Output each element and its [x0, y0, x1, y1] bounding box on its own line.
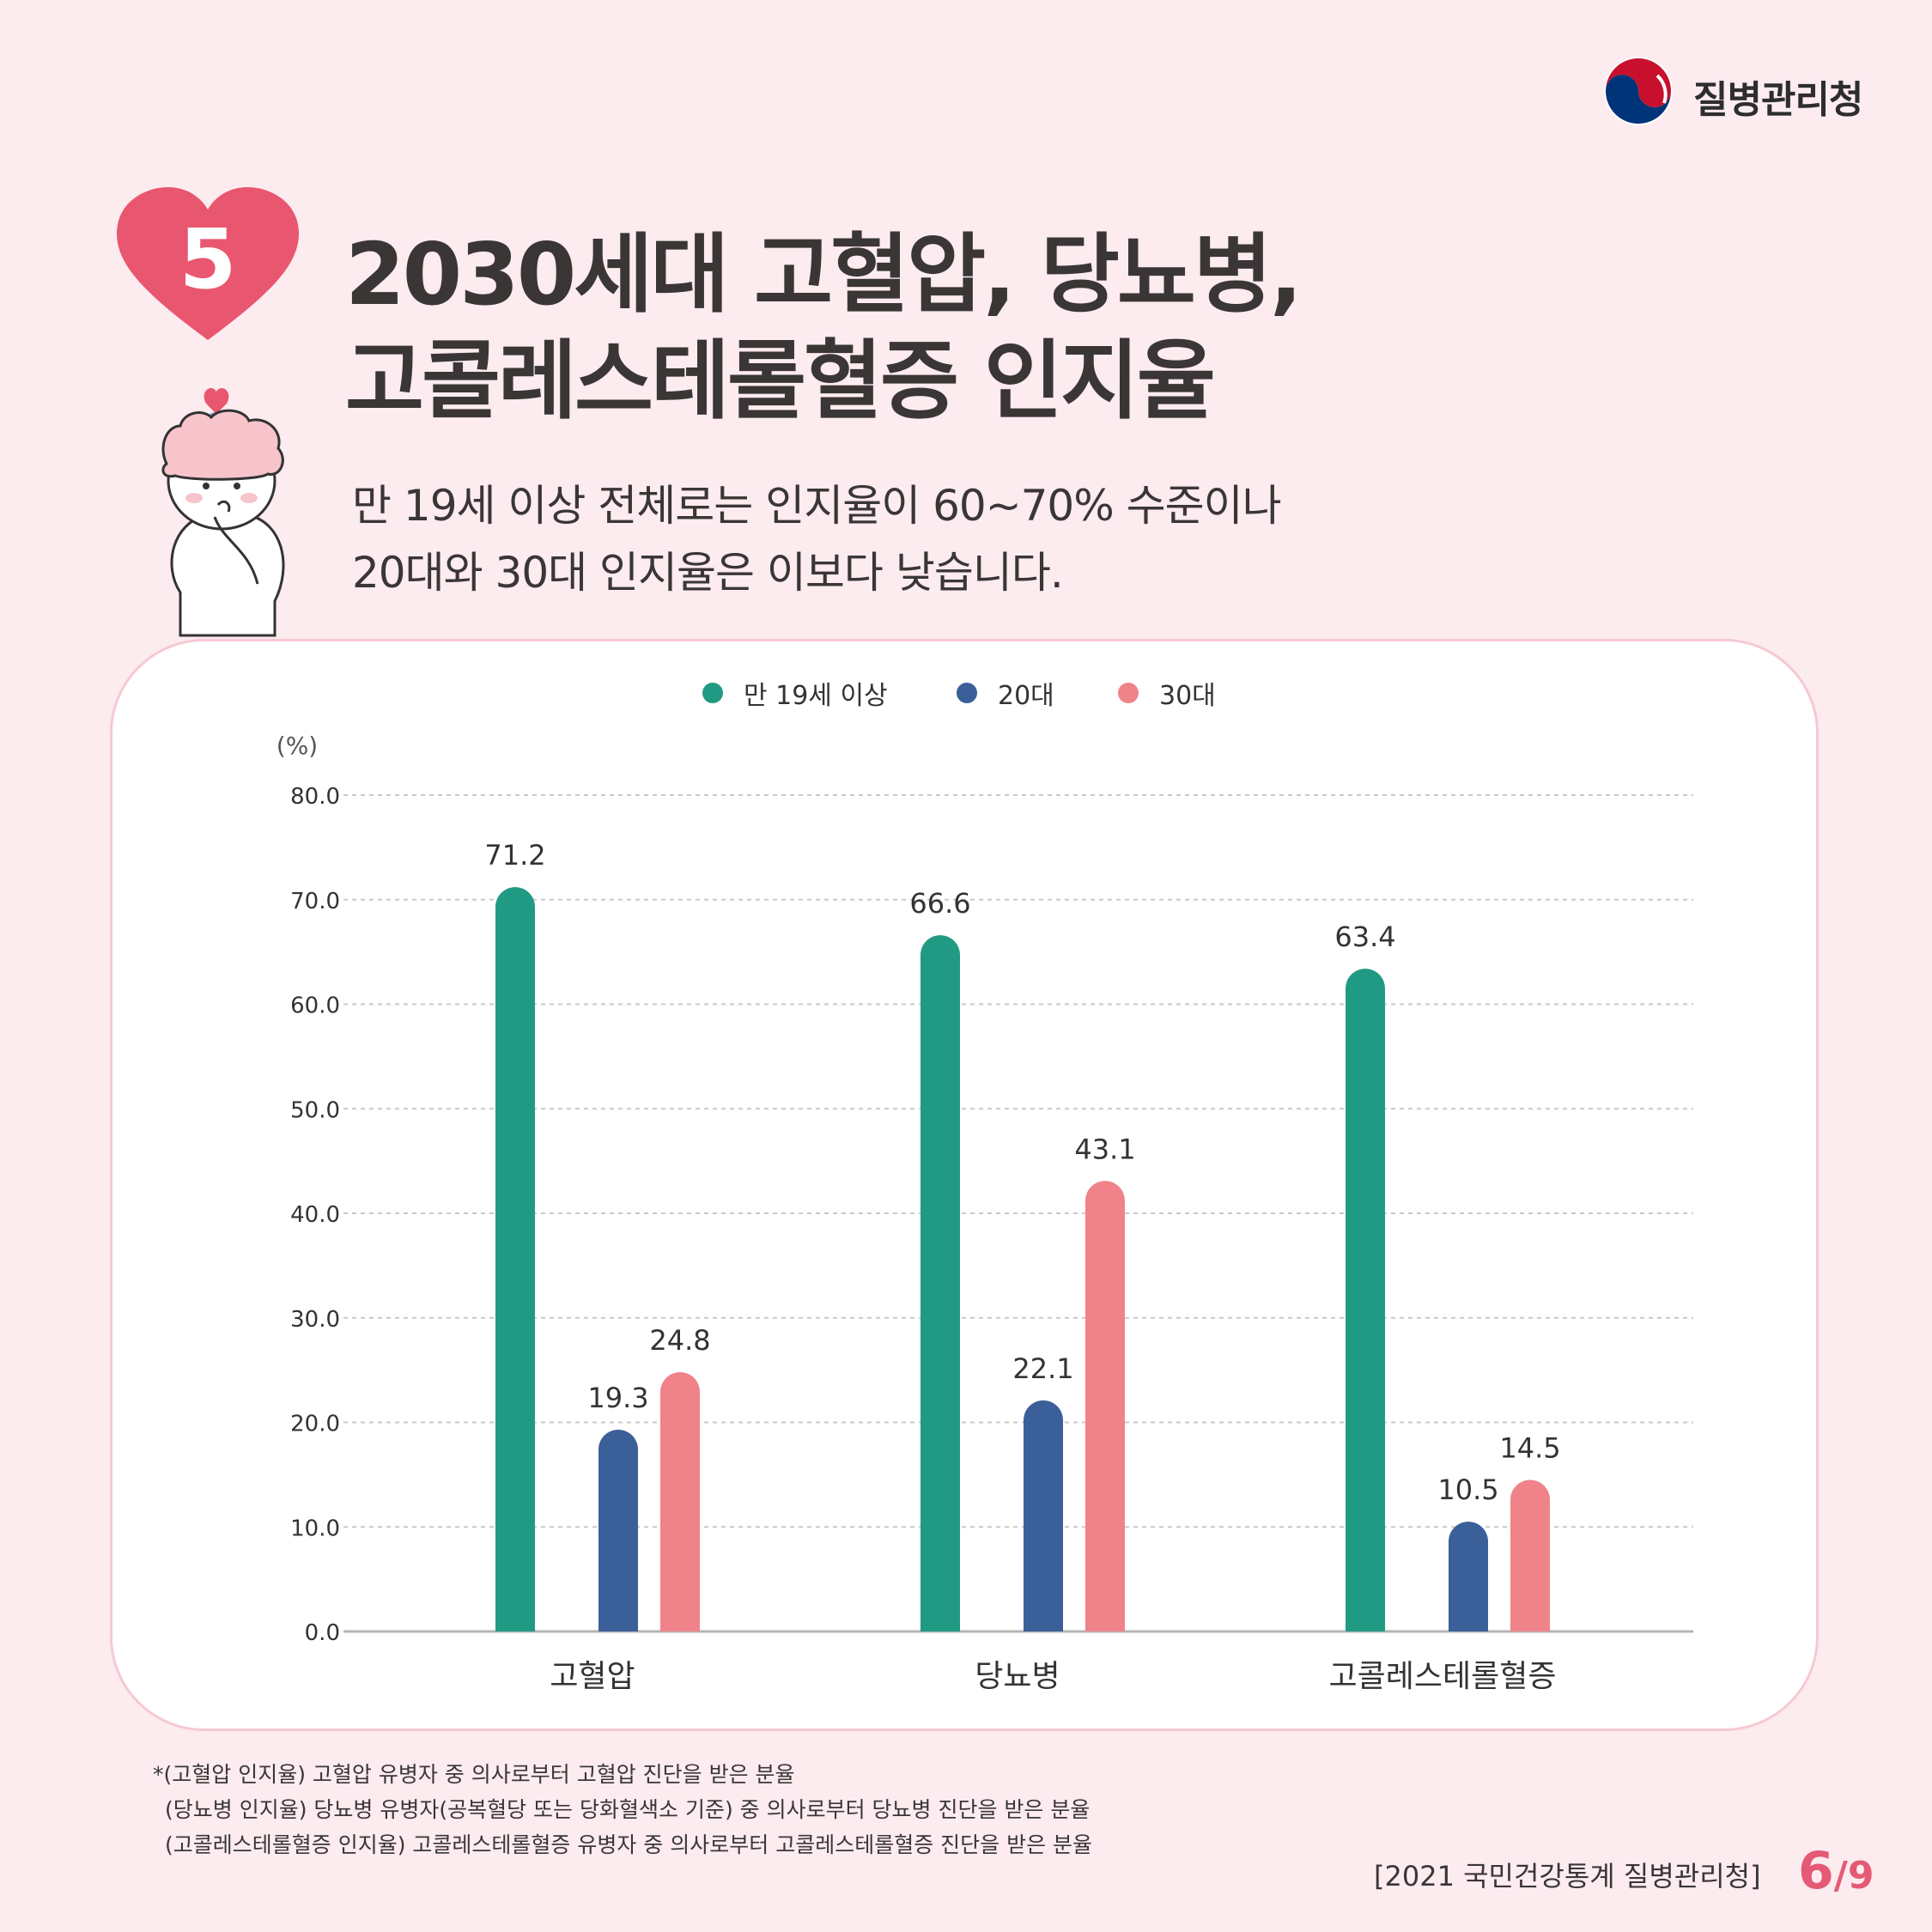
bar: [920, 935, 960, 1631]
page-title: 2030세대 고혈압, 당뇨병, 고콜레스테롤혈증 인지율: [345, 222, 1719, 434]
page-indicator: 6/9: [1798, 1841, 1874, 1901]
data-label: 66.6: [909, 887, 970, 920]
bar: [495, 887, 535, 1631]
page-total: 9: [1847, 1854, 1874, 1898]
subtitle-line-1: 만 19세 이상 전체로는 인지율이 60~70% 수준이나: [352, 481, 1282, 531]
legend-item-30s: 30대: [1118, 671, 1216, 714]
footnote-line-3: (고콜레스테롤혈증 인지율) 고콜레스테롤혈증 유병자 중 의사로부터 고콜레스…: [165, 1832, 1093, 1857]
legend-label-20s: 20대: [998, 681, 1054, 711]
bar: [1085, 1181, 1125, 1631]
legend-label-all: 만 19세 이상: [744, 681, 888, 711]
source-citation: [2021 국민건강통계 질병관리청]: [1374, 1860, 1761, 1893]
legend-item-20s: 20대: [957, 671, 1054, 714]
data-label: 71.2: [484, 839, 545, 872]
section-number: 5: [179, 211, 237, 307]
footnotes: *(고혈압 인지율) 고혈압 유병자 중 의사로부터 고혈압 진단을 받은 분율…: [153, 1757, 1355, 1862]
heart-icon: [117, 187, 299, 340]
x-tick-label: 고혈압: [550, 1659, 635, 1694]
bar: [660, 1372, 700, 1631]
footnote-line-1: *(고혈압 인지율) 고혈압 유병자 중 의사로부터 고혈압 진단을 받은 분율: [153, 1762, 795, 1787]
y-tick-label: 30.0: [290, 1307, 340, 1333]
chart-legend: 만 19세 이상 20대 30대: [702, 671, 1303, 714]
y-tick-label: 10.0: [290, 1516, 340, 1541]
y-axis-unit-label: (%): [276, 732, 318, 760]
title-line-2: 고콜레스테롤혈증 인지율: [345, 331, 1216, 431]
bar: [1346, 969, 1385, 1631]
y-tick-label: 70.0: [290, 889, 340, 914]
bar: [598, 1430, 638, 1631]
data-label: 22.1: [1012, 1352, 1073, 1385]
section-badge: 5: [113, 184, 302, 347]
mascot-illustration: [161, 387, 285, 637]
page-subtitle: 만 19세 이상 전체로는 인지율이 60~70% 수준이나 20대와 30대 …: [352, 472, 1640, 606]
y-tick-label: 40.0: [290, 1202, 340, 1228]
x-tick-label: 당뇨병: [975, 1659, 1060, 1694]
org-name: 질병관리청: [1693, 78, 1863, 122]
data-label: 63.4: [1334, 920, 1395, 953]
legend-label-30s: 30대: [1159, 681, 1216, 711]
data-label: 10.5: [1437, 1473, 1498, 1506]
subtitle-line-2: 20대와 30대 인지율은 이보다 낮습니다.: [352, 548, 1064, 598]
data-label: 19.3: [587, 1382, 648, 1414]
y-tick-label: 80.0: [290, 784, 340, 810]
data-label: 14.5: [1499, 1431, 1560, 1464]
legend-item-all: 만 19세 이상: [702, 671, 888, 714]
data-label: 43.1: [1074, 1133, 1135, 1165]
footnote-line-2: (당뇨병 인지율) 당뇨병 유병자(공복혈당 또는 당화혈색소 기준) 중 의사…: [165, 1797, 1091, 1822]
y-tick-label: 0.0: [305, 1620, 340, 1646]
y-tick-label: 20.0: [290, 1412, 340, 1437]
legend-marker-all: [702, 683, 723, 703]
org-logo: 질병관리청: [1602, 52, 1877, 131]
y-tick-label: 60.0: [290, 993, 340, 1019]
bar: [1449, 1522, 1488, 1631]
data-label: 24.8: [649, 1324, 710, 1357]
page-current: 6: [1798, 1841, 1834, 1901]
title-line-1: 2030세대 고혈압, 당뇨병,: [345, 224, 1303, 325]
page-separator: /: [1833, 1854, 1848, 1898]
bar: [1510, 1479, 1550, 1631]
x-tick-label: 고콜레스테롤혈증: [1329, 1659, 1557, 1694]
y-tick-label: 50.0: [290, 1097, 340, 1123]
taegeuk-logo-icon: [1604, 57, 1673, 125]
bar: [1024, 1400, 1063, 1631]
legend-marker-20s: [957, 683, 977, 703]
legend-marker-30s: [1118, 683, 1139, 703]
